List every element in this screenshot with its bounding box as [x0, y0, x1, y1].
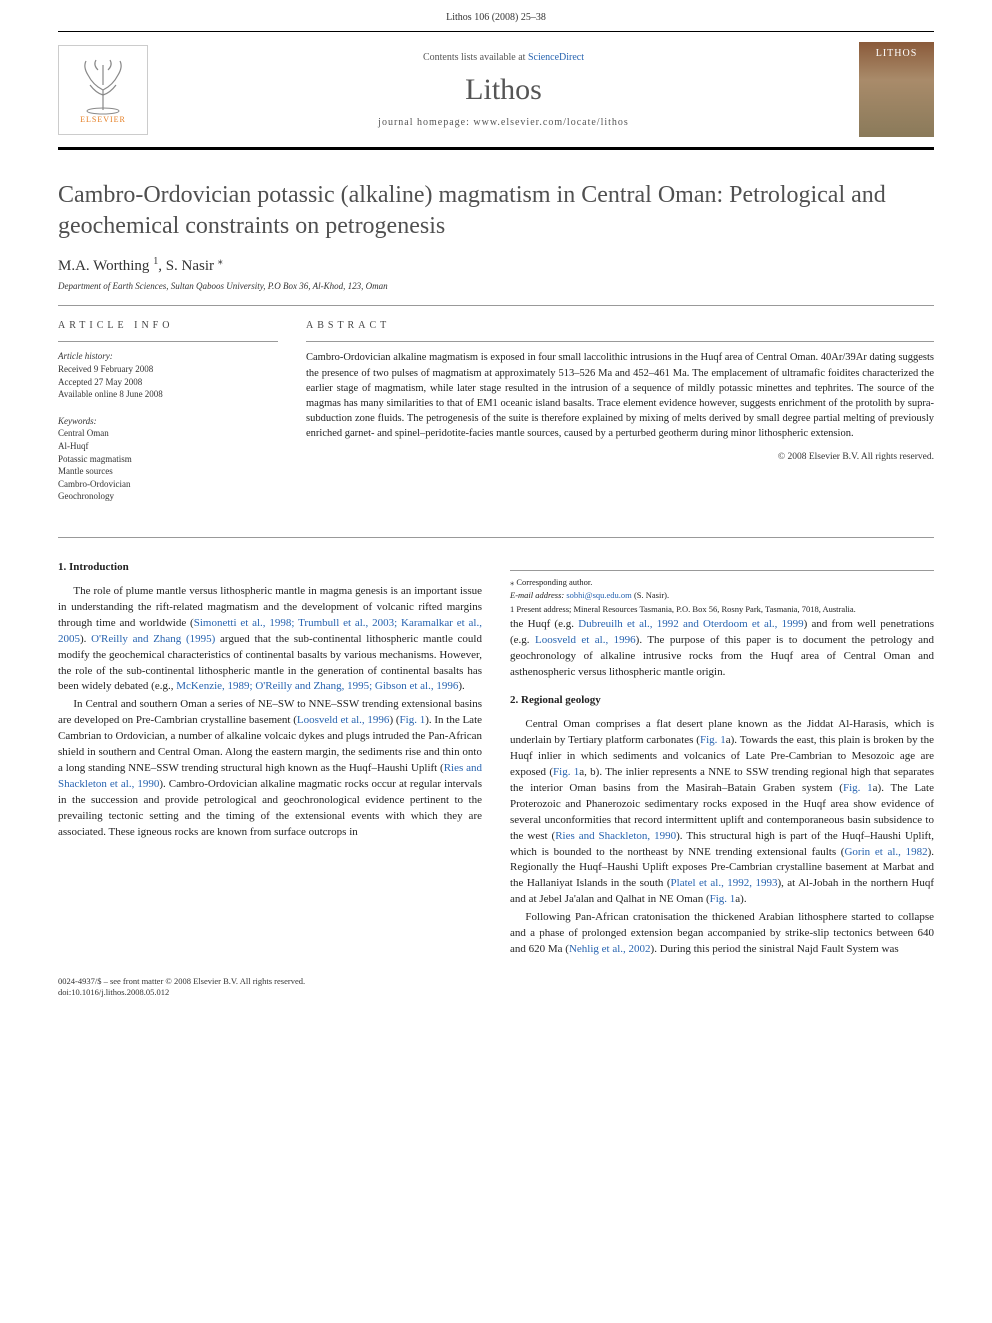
sciencedirect-link[interactable]: ScienceDirect [528, 52, 584, 63]
keywords: Keywords: Central Oman Al-Huqf Potassic … [58, 415, 278, 503]
body-paragraph: the Huqf (e.g. Dubreuilh et al., 1992 an… [510, 617, 934, 681]
history-online: Available online 8 June 2008 [58, 388, 278, 401]
keyword: Central Oman [58, 427, 278, 440]
keyword: Potassic magmatism [58, 453, 278, 466]
page-footer: 0024-4937/$ – see front matter © 2008 El… [58, 976, 934, 998]
elsevier-logo: ELSEVIER [58, 45, 148, 135]
citation-link[interactable]: Nehlig et al., 2002 [569, 943, 651, 955]
keyword: Mantle sources [58, 465, 278, 478]
footnote-email: E-mail address: sobhi@squ.edu.om (S. Nas… [510, 590, 934, 601]
citation-link[interactable]: Gorin et al., 1982 [844, 846, 927, 858]
affiliation: Department of Earth Sciences, Sultan Qab… [58, 281, 934, 291]
keyword: Cambro-Ordovician [58, 478, 278, 491]
journal-name: Lithos [148, 73, 859, 107]
body-paragraph: The role of plume mantle versus lithosph… [58, 584, 482, 696]
author-sep: , [158, 258, 166, 274]
info-heading: ARTICLE INFO [58, 320, 278, 331]
article-history: Article history: Received 9 February 200… [58, 350, 278, 400]
author-2: S. Nasir [166, 258, 218, 274]
info-abstract-row: ARTICLE INFO Article history: Received 9… [58, 306, 934, 537]
citation-link[interactable]: O'Reilly and Zhang (1995) [91, 633, 215, 645]
elsevier-label: ELSEVIER [80, 115, 126, 124]
info-divider [58, 341, 278, 342]
figure-link[interactable]: Fig. 1 [553, 766, 579, 778]
banner-center: Contents lists available at ScienceDirec… [148, 52, 859, 128]
history-accepted: Accepted 27 May 2008 [58, 376, 278, 389]
text: ). During this period the sinistral Najd… [651, 943, 899, 955]
running-head: Lithos 106 (2008) 25–38 [0, 0, 992, 31]
article-info: ARTICLE INFO Article history: Received 9… [58, 320, 278, 517]
abstract: ABSTRACT Cambro-Ordovician alkaline magm… [306, 320, 934, 517]
keyword: Al-Huqf [58, 440, 278, 453]
footnotes: ⁎ Corresponding author. E-mail address: … [510, 570, 934, 615]
footnote-present: 1 Present address; Mineral Resources Tas… [510, 604, 934, 615]
email-label: E-mail address: [510, 590, 566, 600]
text: ). [80, 633, 91, 645]
footer-doi: doi:10.1016/j.lithos.2008.05.012 [58, 987, 934, 998]
figure-link[interactable]: Fig. 1 [700, 734, 726, 746]
body-columns: 1. Introduction The role of plume mantle… [58, 556, 934, 960]
journal-homepage: journal homepage: www.elsevier.com/locat… [148, 117, 859, 128]
intro-heading: 1. Introduction [58, 560, 482, 576]
body-paragraph: Following Pan-African cratonisation the … [510, 910, 934, 958]
citation-link[interactable]: Loosveld et al., 1996 [297, 714, 390, 726]
authors: M.A. Worthing 1, S. Nasir ⁎ [58, 256, 934, 275]
text: ). [458, 680, 464, 692]
regional-heading: 2. Regional geology [510, 693, 934, 709]
divider-thick [58, 147, 934, 150]
keyword: Geochronology [58, 490, 278, 503]
email-link[interactable]: sobhi@squ.edu.om [566, 590, 631, 600]
citation-link[interactable]: Dubreuilh et al., 1992 and Oterdoom et a… [578, 618, 803, 630]
abstract-copyright: © 2008 Elsevier B.V. All rights reserved… [306, 452, 934, 462]
abstract-divider [306, 341, 934, 342]
citation-link[interactable]: McKenzie, 1989; O'Reilly and Zhang, 1995… [176, 680, 458, 692]
footnote-corr: ⁎ Corresponding author. [510, 577, 934, 588]
history-label: Article history: [58, 350, 278, 363]
citation-link[interactable]: Platel et al., 1992, 1993 [671, 877, 778, 889]
abstract-heading: ABSTRACT [306, 320, 934, 331]
citation-link[interactable]: Loosveld et al., 1996 [535, 634, 636, 646]
author-2-sup: ⁎ [218, 256, 223, 267]
author-1: M.A. Worthing [58, 258, 153, 274]
body-paragraph: Central Oman comprises a flat desert pla… [510, 717, 934, 908]
figure-link[interactable]: Fig. 1 [710, 893, 736, 905]
contents-line: Contents lists available at ScienceDirec… [148, 52, 859, 63]
keywords-label: Keywords: [58, 415, 278, 428]
abstract-text: Cambro-Ordovician alkaline magmatism is … [306, 350, 934, 441]
divider-info-bottom [58, 537, 934, 538]
text: the Huqf (e.g. [510, 618, 578, 630]
figure-link[interactable]: Fig. 1 [843, 782, 873, 794]
citation-link[interactable]: Ries and Shackleton, 1990 [555, 830, 676, 842]
journal-banner: ELSEVIER Contents lists available at Sci… [58, 32, 934, 147]
figure-link[interactable]: Fig. 1 [400, 714, 426, 726]
text: ) ( [389, 714, 399, 726]
tree-icon [68, 55, 138, 115]
text: (S. Nasir). [632, 590, 669, 600]
journal-cover-thumb: LITHOS [859, 42, 934, 137]
contents-prefix: Contents lists available at [423, 52, 528, 63]
body-paragraph: In Central and southern Oman a series of… [58, 697, 482, 840]
history-received: Received 9 February 2008 [58, 363, 278, 376]
text: a). [735, 893, 746, 905]
footer-copyright: 0024-4937/$ – see front matter © 2008 El… [58, 976, 934, 987]
article-title: Cambro-Ordovician potassic (alkaline) ma… [58, 180, 934, 242]
